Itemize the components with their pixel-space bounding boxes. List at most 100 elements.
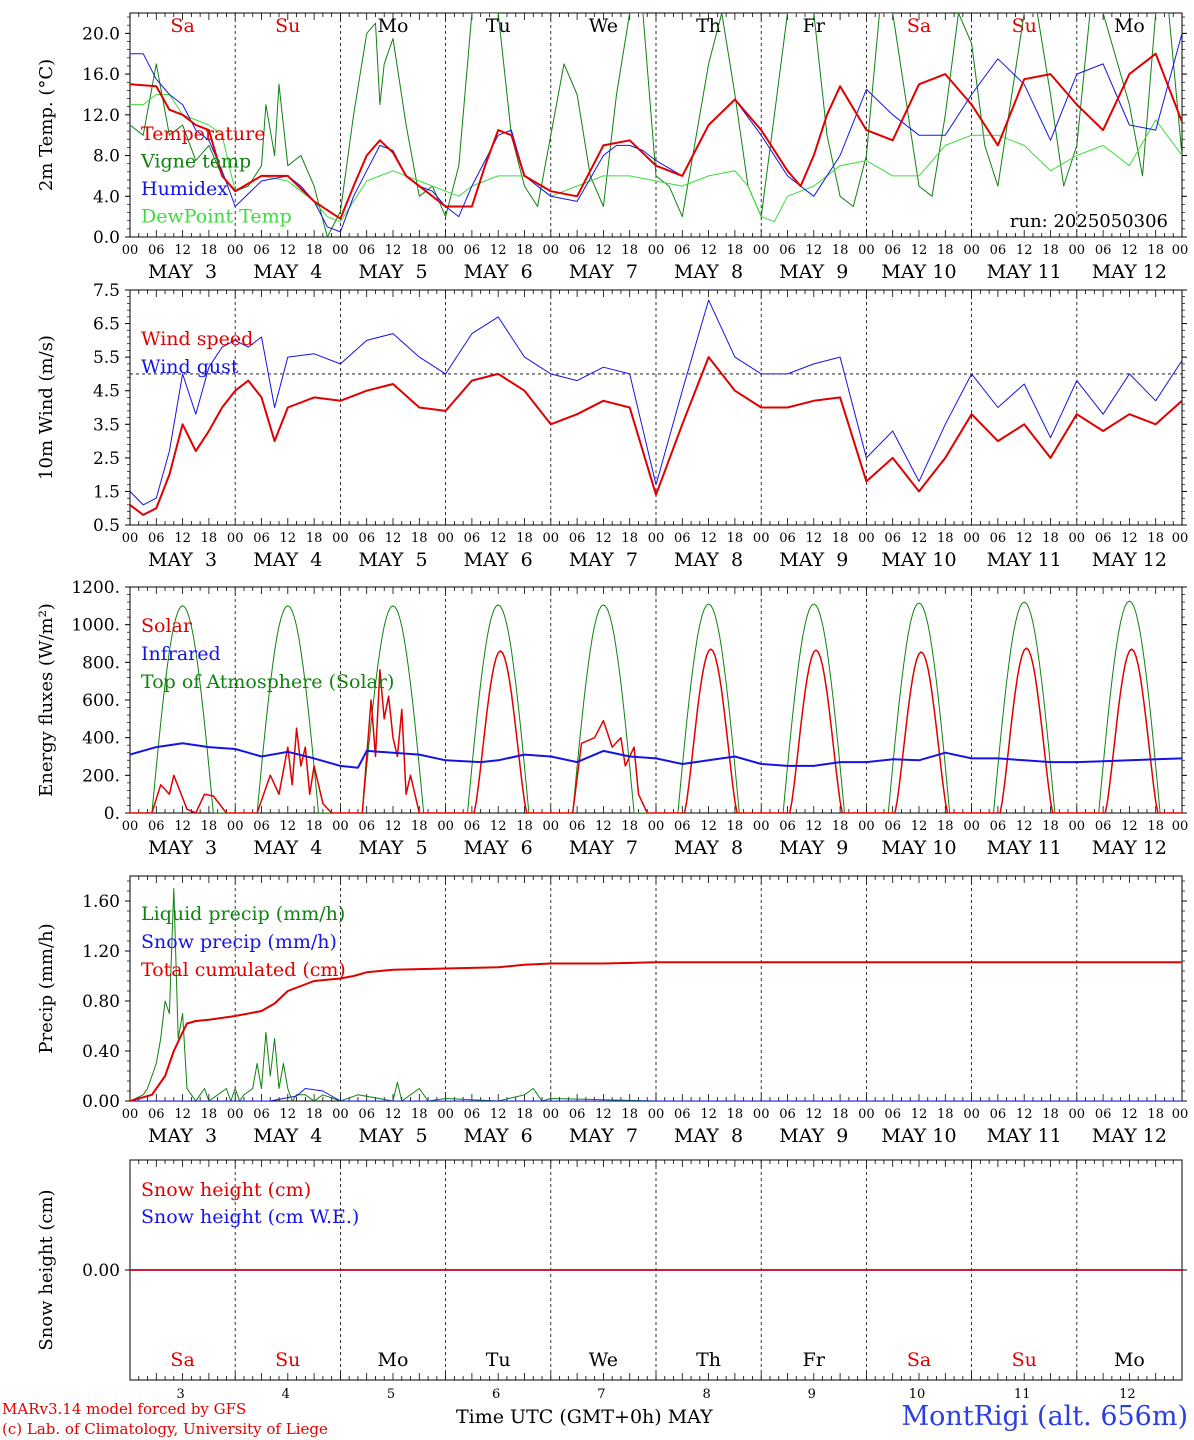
hour-tick-label: 12 (174, 1107, 191, 1122)
date-label: MAY 6 (464, 261, 533, 283)
weekday-label: Th (696, 15, 721, 37)
y-axis-label: 2m Temp. (°C) (36, 59, 57, 191)
y-tick-label: 0.00 (82, 1261, 120, 1281)
hour-tick-label: 06 (464, 243, 481, 258)
hour-tick-label: 00 (1069, 243, 1086, 258)
date-label: MAY 7 (569, 1125, 638, 1147)
day-number-label: 6 (492, 1387, 500, 1402)
y-tick-label: 16.0 (82, 65, 120, 85)
hour-tick-label: 18 (201, 243, 218, 258)
date-label: MAY 5 (358, 549, 427, 571)
hour-tick-label: 06 (358, 243, 375, 258)
hour-tick-label: 12 (280, 243, 297, 258)
hour-tick-label: 00 (122, 819, 139, 834)
hour-tick-label: 12 (806, 531, 823, 546)
hour-tick-label: 06 (1095, 819, 1112, 834)
hour-tick-label: 06 (148, 1107, 165, 1122)
hour-tick-label: 06 (253, 1107, 270, 1122)
date-label: MAY 11 (987, 837, 1062, 859)
hour-tick-label: 12 (911, 243, 928, 258)
date-label: MAY 10 (881, 261, 956, 283)
hour-tick-label: 18 (306, 531, 323, 546)
hour-tick-label: 00 (227, 243, 244, 258)
series-line (130, 356, 1182, 516)
series-line (130, 299, 1182, 506)
legend-entry: Snow height (cm W.E.) (141, 1206, 359, 1228)
hour-tick-label: 12 (385, 1107, 402, 1122)
day-number-label: 11 (1014, 1387, 1031, 1402)
day-number-label: 8 (702, 1387, 710, 1402)
hour-tick-label: 06 (569, 1107, 586, 1122)
hour-tick-label: 18 (306, 1107, 323, 1122)
day-number-label: 4 (282, 1387, 290, 1402)
date-label: MAY 5 (358, 261, 427, 283)
legend-entry: Temperature (141, 123, 265, 145)
weekday-label: Mo (1114, 15, 1145, 37)
weekday-label: Mo (378, 1349, 409, 1371)
date-label: MAY 11 (987, 549, 1062, 571)
y-tick-label: 1.20 (82, 942, 120, 962)
series-line (130, 647, 1182, 813)
hour-tick-label: 18 (937, 243, 954, 258)
hour-tick-label: 00 (858, 1107, 875, 1122)
legend-entry: Solar (141, 615, 193, 637)
hour-tick-label: 00 (332, 819, 349, 834)
hour-tick-label: 00 (648, 243, 665, 258)
hour-tick-label: 12 (490, 819, 507, 834)
hour-tick-label: 00 (543, 819, 560, 834)
hour-tick-label: 06 (358, 819, 375, 834)
date-label: MAY 8 (674, 837, 743, 859)
y-tick-label: 800. (82, 653, 120, 673)
hour-tick-label: 18 (1042, 531, 1059, 546)
hour-tick-label: 18 (411, 819, 428, 834)
series-line (130, 742, 1182, 769)
model-credit: MARv3.14 model forced by GFS (2, 1400, 247, 1418)
weekday-label: Su (1012, 1349, 1037, 1371)
hour-tick-label: 12 (280, 531, 297, 546)
weekday-label: Mo (1114, 1349, 1145, 1371)
hour-tick-label: 12 (1121, 1107, 1138, 1122)
date-label: MAY 11 (987, 1125, 1062, 1147)
hour-tick-label: 18 (937, 1107, 954, 1122)
hour-tick-label: 00 (648, 819, 665, 834)
weekday-label: Fr (803, 1349, 826, 1371)
hour-tick-label: 00 (437, 1107, 454, 1122)
weekday-label: Su (1012, 15, 1037, 37)
hour-tick-label: 06 (464, 531, 481, 546)
date-label: MAY 7 (569, 261, 638, 283)
date-label: MAY 9 (779, 1125, 848, 1147)
weekday-label: Su (275, 15, 300, 37)
hour-tick-label: 00 (1172, 243, 1189, 258)
legend-entry: Infrared (141, 643, 221, 665)
date-label: MAY 9 (779, 549, 848, 571)
hour-tick-label: 18 (832, 819, 849, 834)
hour-tick-label: 00 (1172, 819, 1189, 834)
legend-entry: Liquid precip (mm/h) (141, 903, 345, 925)
y-tick-label: 600. (82, 691, 120, 711)
hour-tick-label: 06 (884, 819, 901, 834)
hour-tick-label: 00 (122, 1107, 139, 1122)
hour-tick-label: 12 (806, 819, 823, 834)
panel-4: 0.00 0.40 0.80 1.20 1.60 Precip (mm/h) 00 06 12 1… (36, 875, 1188, 1147)
hour-tick-label: 00 (227, 531, 244, 546)
lab-credit: (c) Lab. of Climatology, University of L… (2, 1420, 328, 1438)
hour-tick-label: 12 (700, 243, 717, 258)
hour-tick-label: 00 (963, 243, 980, 258)
series-line (130, 13, 1182, 237)
hour-tick-label: 12 (385, 243, 402, 258)
hour-tick-label: 00 (1069, 819, 1086, 834)
date-label: MAY 4 (253, 261, 322, 283)
hour-tick-label: 06 (569, 531, 586, 546)
date-label: MAY 12 (1092, 837, 1167, 859)
hour-tick-label: 12 (595, 1107, 612, 1122)
weekday-label: Tu (486, 15, 511, 37)
hour-tick-label: 12 (1121, 243, 1138, 258)
hour-tick-label: 12 (806, 243, 823, 258)
hour-tick-label: 06 (358, 531, 375, 546)
date-label: MAY 10 (881, 837, 956, 859)
y-tick-label: 200. (82, 766, 120, 786)
hour-tick-label: 18 (411, 243, 428, 258)
hour-tick-label: 06 (990, 531, 1007, 546)
day-number-label: 10 (909, 1387, 926, 1402)
hour-tick-label: 18 (516, 819, 533, 834)
